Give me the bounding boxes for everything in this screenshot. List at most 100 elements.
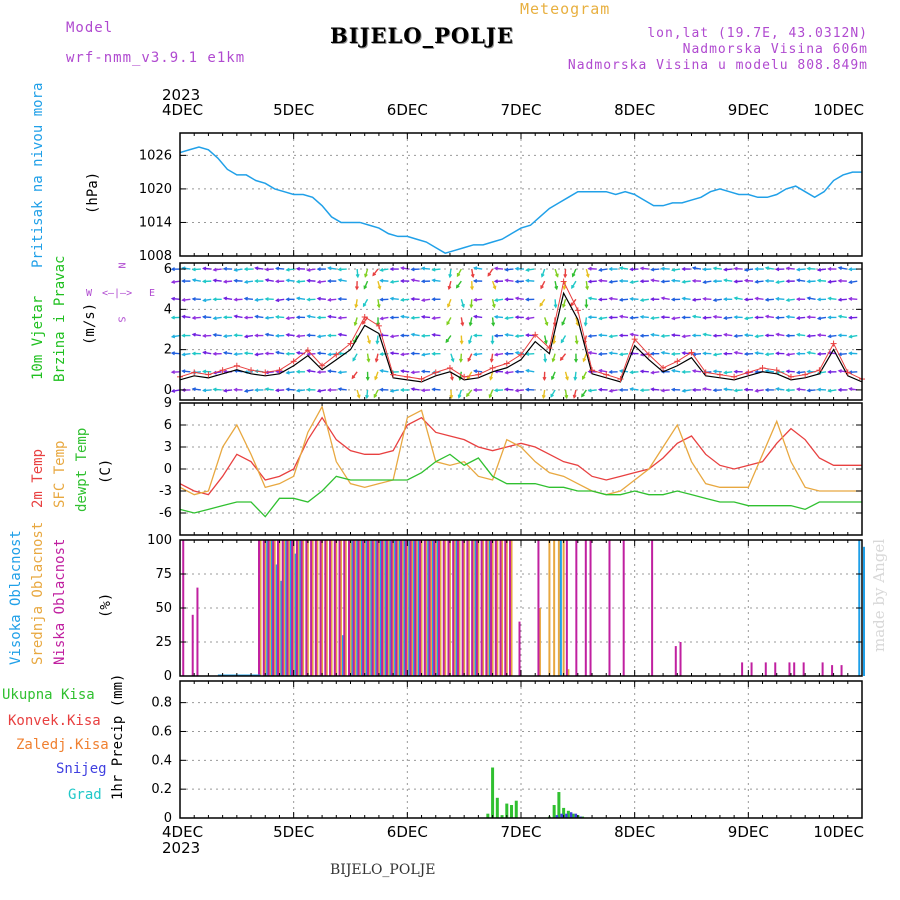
wind-arrow [582, 371, 587, 380]
wind-arrow-head [691, 266, 697, 271]
wind-arrow [213, 279, 222, 282]
wind-arrow [724, 333, 733, 337]
cloud-low-bar [651, 540, 654, 676]
wind-arrow [786, 352, 795, 356]
wind-arrow [713, 298, 722, 302]
wind-arrow-head [660, 266, 665, 271]
cloud-low-bar [840, 665, 843, 676]
wind-arrow [599, 369, 608, 373]
wind-arrow-head [191, 332, 196, 337]
cloud-mid-bar [363, 540, 366, 676]
wind-arrow [390, 280, 399, 283]
wind-arrow-head [472, 352, 478, 357]
wind-arrow-head [775, 280, 780, 284]
wind-arrow-head [733, 266, 738, 271]
wind-arrow-head [431, 278, 436, 283]
wind-arrow-head [212, 333, 217, 337]
wind-arrow-head [639, 298, 644, 302]
cloud-high-bar [356, 540, 359, 676]
cloud-low-bar [471, 540, 474, 676]
wind-arrow [390, 352, 399, 355]
wind-arrow-head [222, 351, 228, 355]
wind-arrow-head [361, 320, 366, 325]
y-tick-label: 0 [164, 811, 172, 826]
wind-arrow-head [733, 350, 738, 355]
wind-arrow-head [431, 267, 436, 272]
cloud-mid-bar [463, 540, 466, 676]
cloud-low-bar [802, 662, 805, 676]
wind-arrow-head [733, 315, 738, 320]
wind-arrow-head [316, 351, 321, 356]
wind-arrow-head [465, 393, 470, 398]
wind-arrow [505, 316, 514, 320]
wind-arrow-head [170, 279, 176, 284]
wind-arrow-head [743, 297, 749, 302]
wind-arrow [203, 389, 212, 392]
wind-arrow-head [722, 351, 728, 356]
wind-arrow-head [389, 279, 394, 284]
wind-arrow-head [540, 273, 545, 278]
legend-snow: Snijeg [56, 761, 107, 777]
wind-arrow-head [399, 333, 405, 338]
compass-east: E [149, 288, 156, 299]
wind-arrow-head [457, 394, 462, 399]
wind-arrow-head [650, 351, 655, 356]
wind-arrow-head [337, 297, 342, 301]
wind-arrow [609, 297, 618, 300]
cloud-low-bar [258, 540, 261, 676]
wind-arrow [786, 267, 795, 270]
wind-arrow-head [525, 267, 530, 272]
wind-arrow-head [431, 316, 436, 321]
wind-arrow-head [379, 387, 384, 392]
wind-arrow-head [306, 352, 311, 357]
wind-arrow-head [764, 387, 769, 392]
cloud-low-bar [300, 540, 303, 676]
cloud-high-bar [270, 540, 273, 676]
wind-arrow-head [650, 267, 655, 272]
wind-arrow-head [295, 369, 300, 374]
wind-arrow-head [681, 315, 686, 320]
wind-arrow-head [639, 314, 644, 319]
wind-arrow [797, 279, 806, 282]
wind-arrow-head [743, 316, 749, 321]
tick-label-layer: 10081014102010260246-6-30369025507510000… [139, 86, 864, 857]
precip-snow-bar [569, 812, 573, 818]
cloud-high-bar [559, 540, 562, 676]
wind-arrow [494, 352, 504, 356]
wind-arrow-head [285, 297, 290, 302]
wind-arrow-head [785, 369, 790, 374]
wind-arrow-head [572, 394, 577, 399]
wind-arrow-head [377, 285, 382, 291]
wind-arrow-head [170, 334, 176, 339]
wind-arrow-head [337, 370, 342, 375]
wind-arrow [276, 298, 285, 302]
wind-arrow [651, 388, 660, 391]
wind-arrow-head [316, 315, 321, 320]
wind-arrow-head [660, 315, 665, 320]
wind-arrow-head [670, 387, 676, 392]
wind-arrow-head [585, 273, 590, 279]
wind-arrow [797, 333, 806, 337]
wind-arrow [286, 279, 295, 282]
wind-arrow-head [306, 278, 311, 283]
wind-arrow-head [540, 285, 544, 290]
wind-arrow-head [420, 333, 426, 338]
wind-arrow [224, 334, 233, 338]
cloud-high-bar [413, 540, 416, 676]
wind-arrow [609, 334, 618, 338]
wind-arrow-head [389, 351, 394, 356]
wind-arrow-head [785, 266, 790, 271]
wind-arrow [828, 280, 837, 283]
wind-arrow-head [816, 297, 821, 302]
wind-arrow-head [295, 315, 300, 320]
wind-arrow [583, 335, 588, 344]
wind-arrow-head [743, 267, 749, 272]
wind-arrow [554, 299, 557, 308]
cloud-low-bar [338, 540, 341, 676]
wind-arrow-head [743, 278, 749, 283]
precip-total-bar [491, 767, 495, 818]
wind-arrow [401, 298, 410, 301]
y-tick-label: 2 [164, 343, 172, 358]
wind-arrow-head [514, 369, 519, 374]
wind-arrow-head [191, 297, 196, 302]
